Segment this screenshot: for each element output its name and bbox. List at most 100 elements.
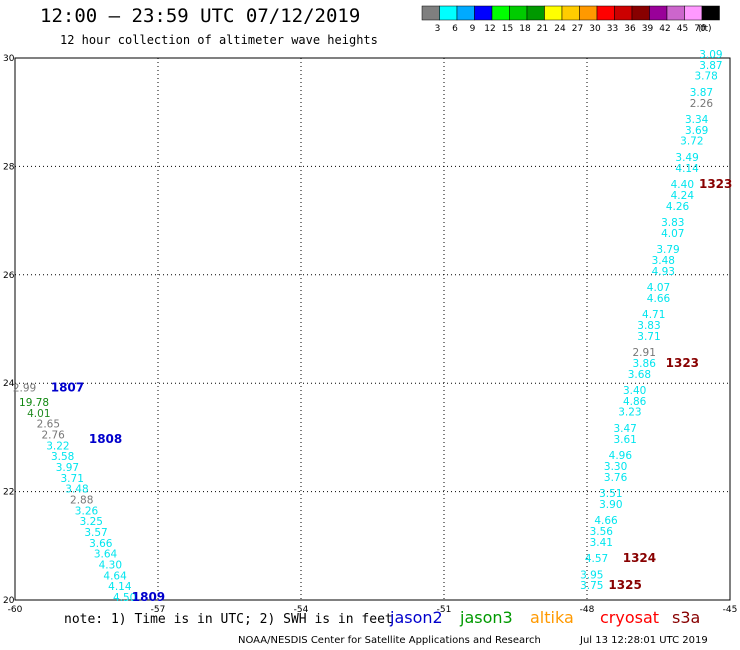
wave-height-point: 3.87 bbox=[690, 87, 713, 99]
x-tick-label: -45 bbox=[723, 605, 738, 615]
wave-height-point: 3.25 bbox=[80, 516, 103, 528]
wave-height-point: 3.78 bbox=[694, 71, 717, 83]
wave-height-point: 4.71 bbox=[642, 309, 665, 321]
wave-height-point: 4.26 bbox=[666, 201, 690, 213]
legend-tick-label: 21 bbox=[537, 24, 548, 34]
legend-swatch bbox=[614, 5, 633, 21]
wave-height-point: 4.96 bbox=[609, 450, 633, 462]
wave-height-point: 3.75 bbox=[580, 580, 603, 592]
wave-height-point: 3.71 bbox=[637, 331, 660, 343]
wave-height-point: 4.24 bbox=[671, 190, 695, 202]
credit-line: NOAA/NESDIS Center for Satellite Applica… bbox=[238, 635, 541, 646]
y-tick-label: 20 bbox=[3, 596, 15, 606]
wave-height-point: 3.83 bbox=[637, 320, 660, 332]
time-label: 1807 bbox=[51, 380, 84, 394]
wave-height-point: 3.69 bbox=[685, 125, 708, 137]
wave-height-point: 3.71 bbox=[61, 473, 84, 485]
wave-height-point: 3.79 bbox=[656, 244, 679, 256]
wave-height-point: 3.87 bbox=[699, 60, 722, 72]
wave-height-point: 3.86 bbox=[633, 358, 657, 370]
wave-height-point: 3.57 bbox=[84, 527, 107, 539]
wave-height-point: 4.30 bbox=[99, 560, 122, 572]
footnote: note: 1) Time is in UTC; 2) SWH is in fe… bbox=[64, 612, 393, 627]
wave-height-point: 3.41 bbox=[590, 537, 613, 549]
legend-swatch bbox=[666, 5, 685, 21]
wave-height-point: 3.61 bbox=[613, 434, 636, 446]
time-label: 1325 bbox=[608, 578, 641, 592]
legend-tick-label: 9 bbox=[470, 24, 476, 34]
legend-swatch bbox=[596, 5, 615, 21]
wave-height-point: 3.34 bbox=[685, 114, 709, 126]
satellite-name-cryosat: cryosat bbox=[600, 608, 660, 627]
legend-tick-label: 6 bbox=[452, 24, 458, 34]
y-tick-label: 30 bbox=[3, 54, 15, 64]
x-tick-label: -60 bbox=[8, 605, 23, 615]
wave-height-point: 4.07 bbox=[661, 228, 684, 240]
wave-height-point: 3.68 bbox=[628, 369, 651, 381]
wave-height-point: 4.01 bbox=[27, 408, 50, 420]
x-tick-label: -57 bbox=[151, 605, 166, 615]
chart-title: 12:00 – 23:59 UTC 07/12/2019 bbox=[40, 5, 361, 27]
legend-swatch bbox=[684, 5, 703, 21]
legend-swatch bbox=[561, 5, 580, 21]
legend-swatch bbox=[631, 5, 650, 21]
wave-height-point: 3.22 bbox=[46, 440, 69, 452]
legend-tick-label: 24 bbox=[554, 24, 566, 34]
wave-height-point: 3.30 bbox=[604, 461, 627, 473]
plot-frame bbox=[14, 57, 731, 601]
wave-height-point: 3.48 bbox=[65, 484, 88, 496]
wave-height-point: 3.76 bbox=[604, 472, 628, 484]
wave-height-point: 2.88 bbox=[70, 495, 93, 507]
wave-height-point: 4.86 bbox=[623, 396, 647, 408]
satellite-name-s3a: s3a bbox=[672, 608, 701, 627]
legend-tick-label: 30 bbox=[589, 24, 601, 34]
satellite-name-jason2: jason2 bbox=[390, 608, 443, 627]
x-tick-label: -54 bbox=[294, 605, 309, 615]
time-label: 1808 bbox=[89, 432, 122, 446]
legend-swatch bbox=[474, 5, 493, 21]
wave-height-point: 4.64 bbox=[103, 570, 127, 582]
wave-height-point: 3.40 bbox=[623, 385, 646, 397]
wave-height-point: 2.76 bbox=[41, 429, 65, 441]
legend-swatch bbox=[649, 5, 668, 21]
legend-unit: (ft) bbox=[698, 24, 712, 34]
wave-height-point: 2.65 bbox=[37, 419, 60, 431]
wave-height-point: 3.97 bbox=[56, 462, 79, 474]
legend-swatch bbox=[526, 5, 545, 21]
y-tick-label: 28 bbox=[3, 162, 15, 172]
wave-height-point: 19.78 bbox=[19, 397, 49, 409]
legend-swatch bbox=[491, 5, 510, 21]
wave-height-point: 2.91 bbox=[633, 347, 656, 359]
wave-height-point: 3.72 bbox=[680, 136, 703, 148]
wave-height-point: 3.51 bbox=[599, 488, 622, 500]
legend-tick-label: 45 bbox=[677, 24, 688, 34]
chart-subtitle: 12 hour collection of altimeter wave hei… bbox=[60, 33, 378, 47]
wave-height-point: 3.58 bbox=[51, 451, 74, 463]
wave-height-point: 4.14 bbox=[108, 581, 132, 593]
legend-swatch bbox=[456, 5, 475, 21]
legend-swatch bbox=[421, 5, 440, 21]
legend-tick-label: 15 bbox=[502, 24, 513, 34]
time-label: 1324 bbox=[623, 551, 656, 565]
wave-height-point: 3.47 bbox=[613, 423, 636, 435]
wave-height-point: 3.64 bbox=[94, 549, 118, 561]
legend-swatch bbox=[509, 5, 528, 21]
legend-tick-label: 33 bbox=[607, 24, 618, 34]
wave-height-point: 3.90 bbox=[599, 499, 622, 511]
wave-height-point: 3.09 bbox=[699, 49, 722, 61]
legend-tick-label: 27 bbox=[572, 24, 583, 34]
legend-tick-label: 18 bbox=[519, 24, 531, 34]
y-tick-label: 26 bbox=[3, 271, 15, 281]
y-tick-label: 22 bbox=[3, 488, 14, 498]
time-label: 1323 bbox=[666, 356, 699, 370]
wave-height-point: 3.49 bbox=[675, 152, 698, 164]
legend-tick-label: 36 bbox=[624, 24, 636, 34]
time-label: 1323 bbox=[699, 177, 732, 191]
time-label: 1809 bbox=[132, 590, 165, 604]
legend-tick-label: 39 bbox=[642, 24, 654, 34]
wave-height-point: 2.99 bbox=[13, 382, 36, 394]
wave-height-point: 4.66 bbox=[647, 293, 671, 305]
wave-height-point: 4.66 bbox=[594, 515, 618, 527]
satellite-name-jason3: jason3 bbox=[460, 608, 513, 627]
wave-height-point: 4.93 bbox=[652, 266, 675, 278]
